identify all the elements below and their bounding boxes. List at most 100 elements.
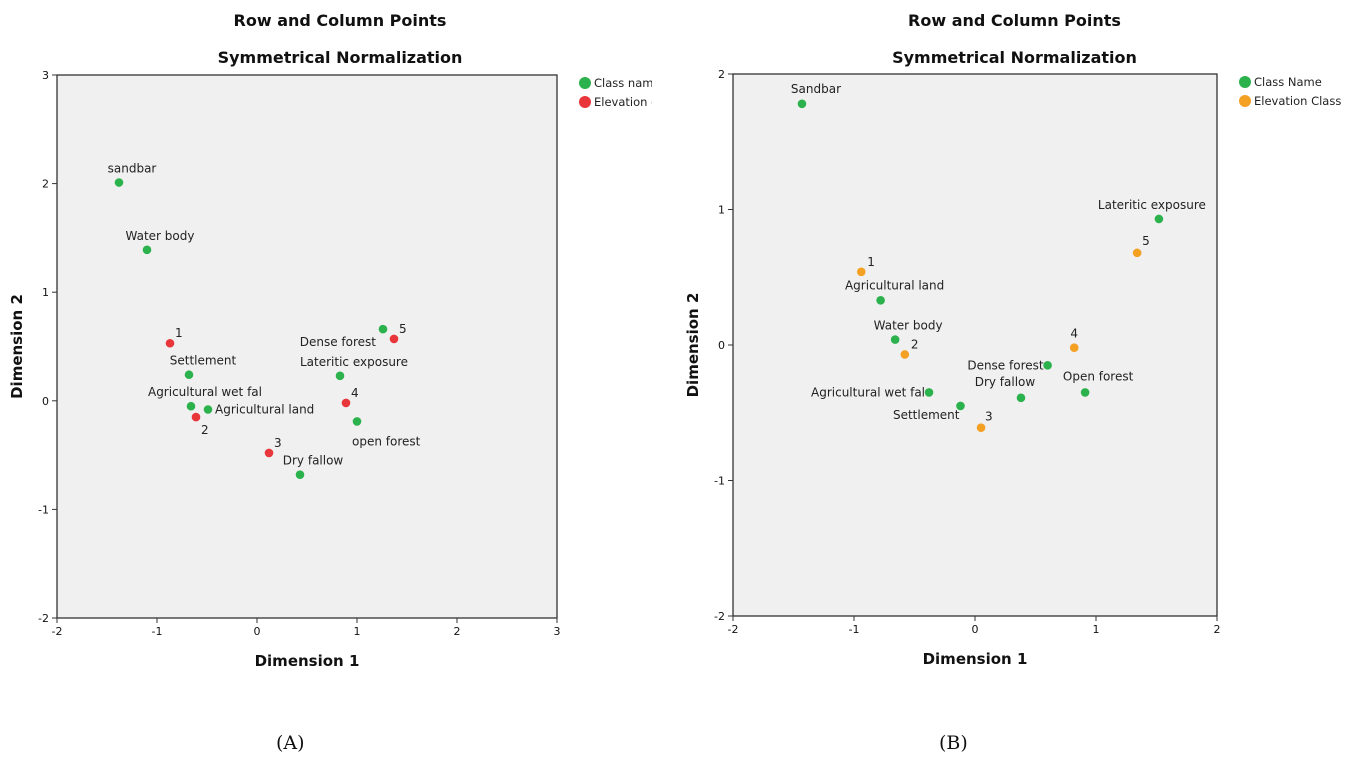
data-point-label: Dry fallow <box>975 375 1036 389</box>
data-point-label: Lateritic exposure <box>300 355 408 369</box>
y-tick-label: 0 <box>718 339 725 352</box>
x-axis-label: Dimension 1 <box>923 650 1028 668</box>
y-tick-label: 1 <box>718 204 725 217</box>
figure-caption-a: (A) <box>276 732 305 754</box>
y-tick-label: -2 <box>714 610 725 623</box>
y-axis-label: Dimension 2 <box>684 293 702 398</box>
data-point-label: 5 <box>1142 234 1150 248</box>
data-point <box>378 324 388 334</box>
data-point <box>1132 248 1142 258</box>
data-point <box>1016 393 1026 403</box>
data-point <box>203 405 213 414</box>
y-tick-label: 2 <box>42 178 49 191</box>
chart-subtitle: Symmetrical Normalization <box>892 48 1137 67</box>
data-point <box>956 401 965 411</box>
data-point <box>797 99 807 109</box>
data-point-label: 2 <box>911 337 919 351</box>
data-point <box>1154 214 1164 224</box>
data-point-label: Agricultural land <box>845 278 944 292</box>
data-point <box>876 295 885 305</box>
plot-area <box>56 74 558 619</box>
data-point <box>856 267 866 277</box>
x-axis-label: Dimension 1 <box>255 652 360 670</box>
y-axis-label: Dimension 2 <box>8 294 26 399</box>
data-point-label: Agricultural wet fal <box>811 385 925 399</box>
legend-marker <box>579 77 591 89</box>
data-point <box>900 350 910 359</box>
x-tick-label: 3 <box>554 625 561 638</box>
data-point-label: sandbar <box>108 162 157 176</box>
data-point-label: Water body <box>874 319 943 333</box>
data-point-label: 4 <box>1070 327 1078 341</box>
data-point-label: 3 <box>985 410 993 424</box>
x-tick-label: 2 <box>454 625 461 638</box>
data-point-label: Lateritic exposure <box>1098 198 1206 212</box>
data-point-label: Sandbar <box>791 82 841 96</box>
x-tick-label: -2 <box>52 625 63 638</box>
data-point <box>142 245 152 255</box>
data-point <box>924 388 934 397</box>
data-point-label: 4 <box>351 386 359 400</box>
x-tick-label: 0 <box>972 623 979 636</box>
data-point-label: Settlement <box>893 408 960 422</box>
data-point-label: Open forest <box>1063 369 1134 383</box>
x-tick-label: -2 <box>728 623 739 636</box>
data-point <box>976 423 986 432</box>
y-tick-label: 1 <box>42 286 49 299</box>
data-point-label: Water body <box>126 229 195 243</box>
data-point <box>191 412 201 422</box>
data-point <box>114 178 124 187</box>
y-tick-label: -1 <box>38 503 49 516</box>
data-point <box>295 470 305 479</box>
y-tick-label: -1 <box>714 475 725 488</box>
data-point <box>186 401 196 411</box>
data-point-label: Dry fallow <box>283 454 344 468</box>
data-point-label: 1 <box>175 326 183 340</box>
chart-title: Row and Column Points <box>908 11 1121 30</box>
legend-entry: Elevation Class <box>1254 94 1341 108</box>
chart-panel-b: Row and Column Points Symmetrical Normal… <box>680 0 1349 700</box>
x-tick-label: 1 <box>354 625 361 638</box>
scatter-plot-b: -2 -1 0 1 2 -2 -1 0 1 2 Dimension 1 Dimension 2 Sand… <box>684 68 1341 668</box>
legend-marker <box>1239 95 1251 107</box>
legend-entry: Elevation c <box>594 95 657 109</box>
data-point <box>1043 361 1052 370</box>
data-point <box>890 335 900 344</box>
legend-entry: Class Name <box>1254 75 1322 89</box>
data-point-label: Agricultural land <box>215 402 314 416</box>
chart-panel-a: Row and Column Points Symmetrical Normal… <box>0 0 680 700</box>
data-point-label: Dense forest <box>967 358 1044 372</box>
data-point <box>264 448 274 458</box>
scatter-plot-a: -2 -1 0 1 2 3 -2 -1 0 1 2 3 Dimension 1 Dimension 2 sa… <box>8 69 657 670</box>
y-tick-label: 2 <box>718 68 725 81</box>
legend-entry: Class nam <box>594 76 653 90</box>
legend-marker <box>579 96 591 108</box>
data-point <box>1069 343 1079 353</box>
y-tick-label: 0 <box>42 395 49 408</box>
data-point <box>352 417 362 426</box>
chart-title: Row and Column Points <box>233 11 447 30</box>
data-point-label: Dense forest <box>300 335 377 349</box>
data-point <box>341 398 351 408</box>
data-point <box>184 370 194 380</box>
figure-caption-b: (B) <box>939 732 968 754</box>
x-tick-label: -1 <box>849 623 860 636</box>
data-point-label: 5 <box>399 322 407 336</box>
data-point <box>389 334 399 344</box>
chart-subtitle: Symmetrical Normalization <box>217 48 463 67</box>
legend-marker <box>1239 76 1251 88</box>
x-tick-label: 2 <box>1214 623 1221 636</box>
data-point-label: 1 <box>867 255 875 269</box>
data-point-label: 2 <box>201 423 209 437</box>
x-tick-label: 0 <box>254 625 261 638</box>
data-point <box>165 338 175 348</box>
data-point-label: Agricultural wet fal <box>148 385 262 399</box>
data-point <box>1080 388 1090 397</box>
data-point <box>335 371 345 381</box>
data-point-label: 3 <box>274 436 282 450</box>
plot-area <box>732 73 1218 617</box>
y-tick-label: -2 <box>38 612 49 625</box>
data-point-label: Settlement <box>170 354 237 368</box>
y-tick-label: 3 <box>42 69 49 82</box>
data-point-label: open forest <box>352 434 421 448</box>
